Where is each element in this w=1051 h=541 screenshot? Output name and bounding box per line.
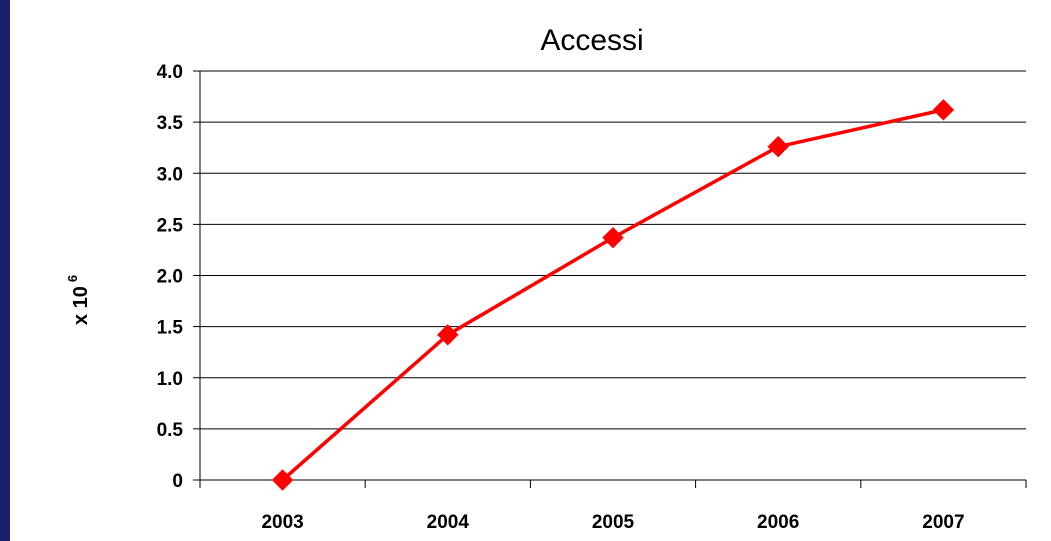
axes	[193, 70, 1027, 488]
x-tick-label: 2004	[427, 512, 470, 533]
chart-title: Accessi	[540, 24, 643, 57]
x-tick-label: 2005	[592, 512, 635, 533]
data-point-marker	[767, 135, 789, 158]
y-tick-label: 2.5	[157, 215, 184, 236]
data-point-marker	[271, 469, 294, 491]
x-axis-tick-labels: 2003 2004 2005 2006 2007	[261, 512, 964, 533]
y-tick-label: 0	[172, 471, 183, 492]
y-tick-label: 1.0	[157, 369, 183, 390]
x-tick-label: 2006	[757, 512, 799, 533]
data-point-marker	[437, 324, 459, 346]
y-tick-label: 1.5	[157, 318, 184, 339]
y-tick-label: 2.0	[157, 267, 183, 288]
y-tick-label: 4.0	[157, 62, 183, 83]
y-tick-label: 0.5	[157, 420, 184, 441]
y-axis-label-base: x 10	[70, 286, 92, 325]
data-point-marker	[932, 99, 955, 121]
y-tick-label: 3.0	[157, 164, 183, 185]
y-tick-label: 3.5	[157, 113, 184, 134]
x-tick-label: 2003	[261, 512, 303, 533]
y-axis-tick-labels: 0 0.5 1.0 1.5 2.0 2.5 3.0 3.5 4.0	[157, 62, 184, 492]
series-layer	[271, 99, 955, 491]
y-axis-label: x 10 6	[65, 275, 92, 325]
data-point-marker	[602, 226, 624, 249]
x-tick-label: 2007	[922, 512, 964, 533]
chart-container: Accessi 0 0.5 1.0 1.5 2.0 2.5 3.0 3.5 4.0 2003 20…	[10, 0, 1051, 541]
series-line	[281, 108, 944, 482]
y-axis-label-exponent: 6	[65, 275, 80, 282]
gridlines	[200, 70, 1026, 430]
line-chart: Accessi 00.51.01.52.02.53.03.54.0 2003 20…	[65, 24, 1027, 533]
